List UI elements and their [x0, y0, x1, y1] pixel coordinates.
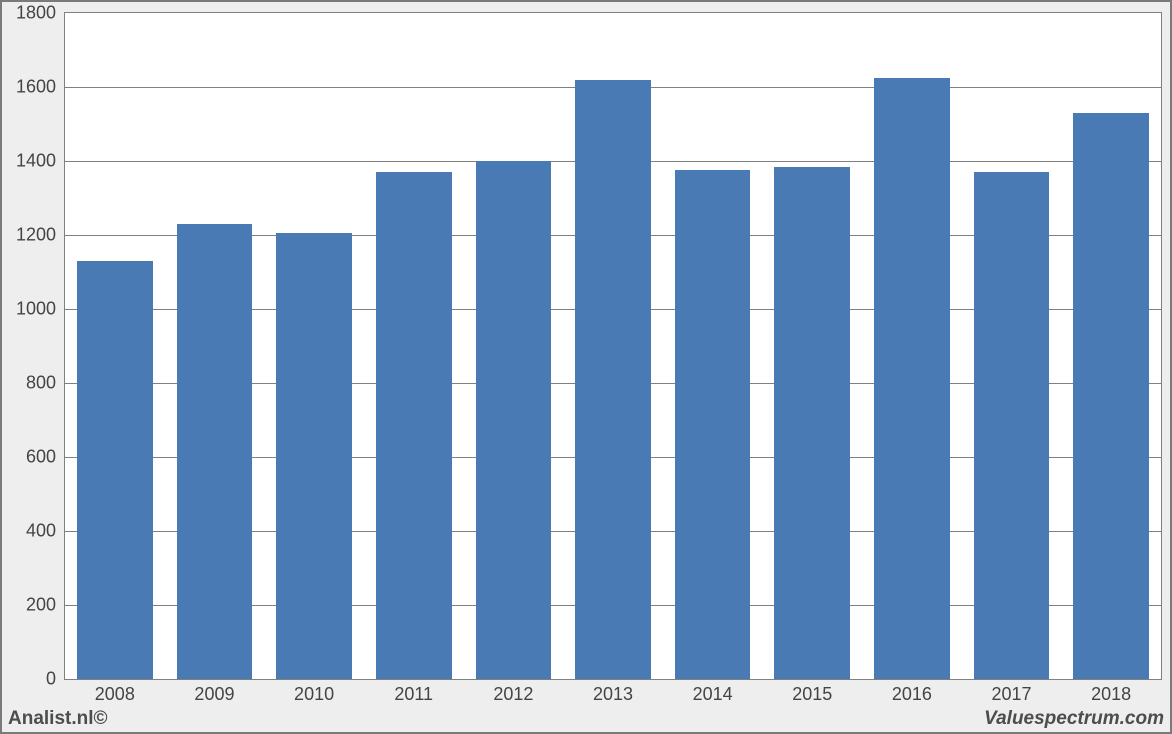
x-tick-label: 2009 [194, 684, 234, 705]
y-tick-label: 1800 [2, 3, 56, 24]
bar [874, 78, 950, 679]
x-tick-label: 2010 [294, 684, 334, 705]
bar [675, 170, 751, 679]
y-tick-label: 1200 [2, 225, 56, 246]
bar [575, 80, 651, 679]
y-tick-label: 0 [2, 669, 56, 690]
x-tick-label: 2016 [892, 684, 932, 705]
y-tick-label: 1400 [2, 151, 56, 172]
bar [376, 172, 452, 679]
x-tick-label: 2017 [992, 684, 1032, 705]
bar [974, 172, 1050, 679]
y-tick-label: 1600 [2, 77, 56, 98]
bar [177, 224, 253, 679]
x-tick-label: 2018 [1091, 684, 1131, 705]
y-tick-label: 600 [2, 447, 56, 468]
footer-right-credit: Valuespectrum.com [984, 708, 1164, 730]
bar [476, 161, 552, 679]
x-tick-label: 2008 [95, 684, 135, 705]
y-tick-label: 800 [2, 373, 56, 394]
y-tick-label: 400 [2, 521, 56, 542]
chart-frame: 0 200 400 600 800 1000 1200 1400 1600 1800 2008 20… [0, 0, 1172, 734]
y-tick-label: 1000 [2, 299, 56, 320]
bar [276, 233, 352, 679]
footer-left-credit: Analist.nl© [8, 708, 108, 730]
bar [1073, 113, 1149, 679]
x-tick-label: 2013 [593, 684, 633, 705]
x-tick-label: 2015 [792, 684, 832, 705]
bar [774, 167, 850, 679]
x-tick-label: 2011 [394, 684, 433, 705]
x-tick-label: 2012 [493, 684, 533, 705]
y-tick-label: 200 [2, 595, 56, 616]
plot-area [64, 12, 1162, 680]
x-tick-label: 2014 [693, 684, 733, 705]
bar [77, 261, 153, 679]
